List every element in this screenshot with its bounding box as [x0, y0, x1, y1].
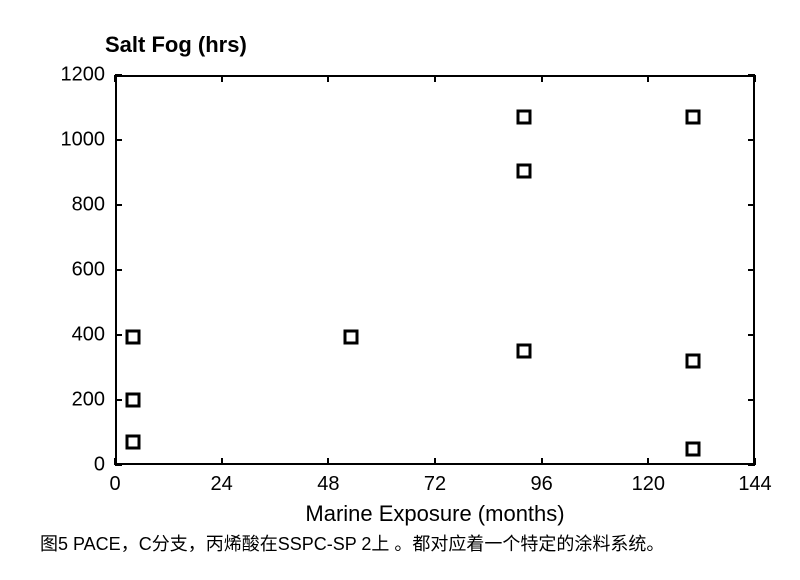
- data-point: [516, 344, 531, 359]
- x-tick: [221, 75, 223, 82]
- x-tick: [114, 75, 116, 82]
- y-tick: [748, 269, 755, 271]
- data-point: [125, 435, 140, 450]
- data-point: [685, 441, 700, 456]
- data-point: [343, 329, 358, 344]
- x-tick-label: 144: [738, 473, 771, 496]
- x-tick-label: 48: [317, 473, 339, 496]
- y-tick: [115, 139, 122, 141]
- x-tick: [541, 458, 543, 465]
- y-tick: [748, 139, 755, 141]
- y-tick: [115, 399, 122, 401]
- y-tick: [748, 204, 755, 206]
- y-tick-label: 600: [72, 259, 105, 282]
- x-tick: [327, 75, 329, 82]
- x-tick-label: 72: [424, 473, 446, 496]
- x-tick: [327, 458, 329, 465]
- data-point: [125, 329, 140, 344]
- scatter-chart: Salt Fog (hrs) 0 200 400 600 800 1000 1200 0 24 48…: [20, 20, 780, 560]
- y-tick: [115, 464, 122, 466]
- y-tick-label: 200: [72, 389, 105, 412]
- y-tick-label: 1200: [61, 64, 106, 87]
- x-tick: [754, 75, 756, 82]
- plot-area: [115, 75, 755, 465]
- y-tick-label: 1000: [61, 129, 106, 152]
- y-tick: [115, 74, 122, 76]
- x-tick: [647, 75, 649, 82]
- x-tick: [754, 458, 756, 465]
- y-tick: [115, 269, 122, 271]
- x-tick: [114, 458, 116, 465]
- y-tick: [115, 334, 122, 336]
- x-tick: [541, 75, 543, 82]
- chart-title: Salt Fog (hrs): [105, 32, 247, 58]
- x-tick: [434, 75, 436, 82]
- y-tick-label: 800: [72, 194, 105, 217]
- x-tick-label: 120: [632, 473, 665, 496]
- data-point: [685, 354, 700, 369]
- data-point: [125, 393, 140, 408]
- data-point: [516, 163, 531, 178]
- x-tick: [647, 458, 649, 465]
- x-tick: [221, 458, 223, 465]
- figure-caption: 图5 PACE，C分支，丙烯酸在SSPC-SP 2上 。都对应着一个特定的涂料系…: [40, 530, 664, 556]
- y-tick: [115, 204, 122, 206]
- y-tick: [748, 399, 755, 401]
- data-point: [516, 110, 531, 125]
- y-tick: [748, 334, 755, 336]
- y-tick-label: 400: [72, 324, 105, 347]
- x-tick-label: 0: [109, 473, 120, 496]
- x-tick-label: 24: [211, 473, 233, 496]
- x-tick-label: 96: [531, 473, 553, 496]
- x-tick: [434, 458, 436, 465]
- data-point: [685, 110, 700, 125]
- x-axis-label: Marine Exposure (months): [305, 501, 564, 527]
- y-tick-label: 0: [94, 454, 105, 477]
